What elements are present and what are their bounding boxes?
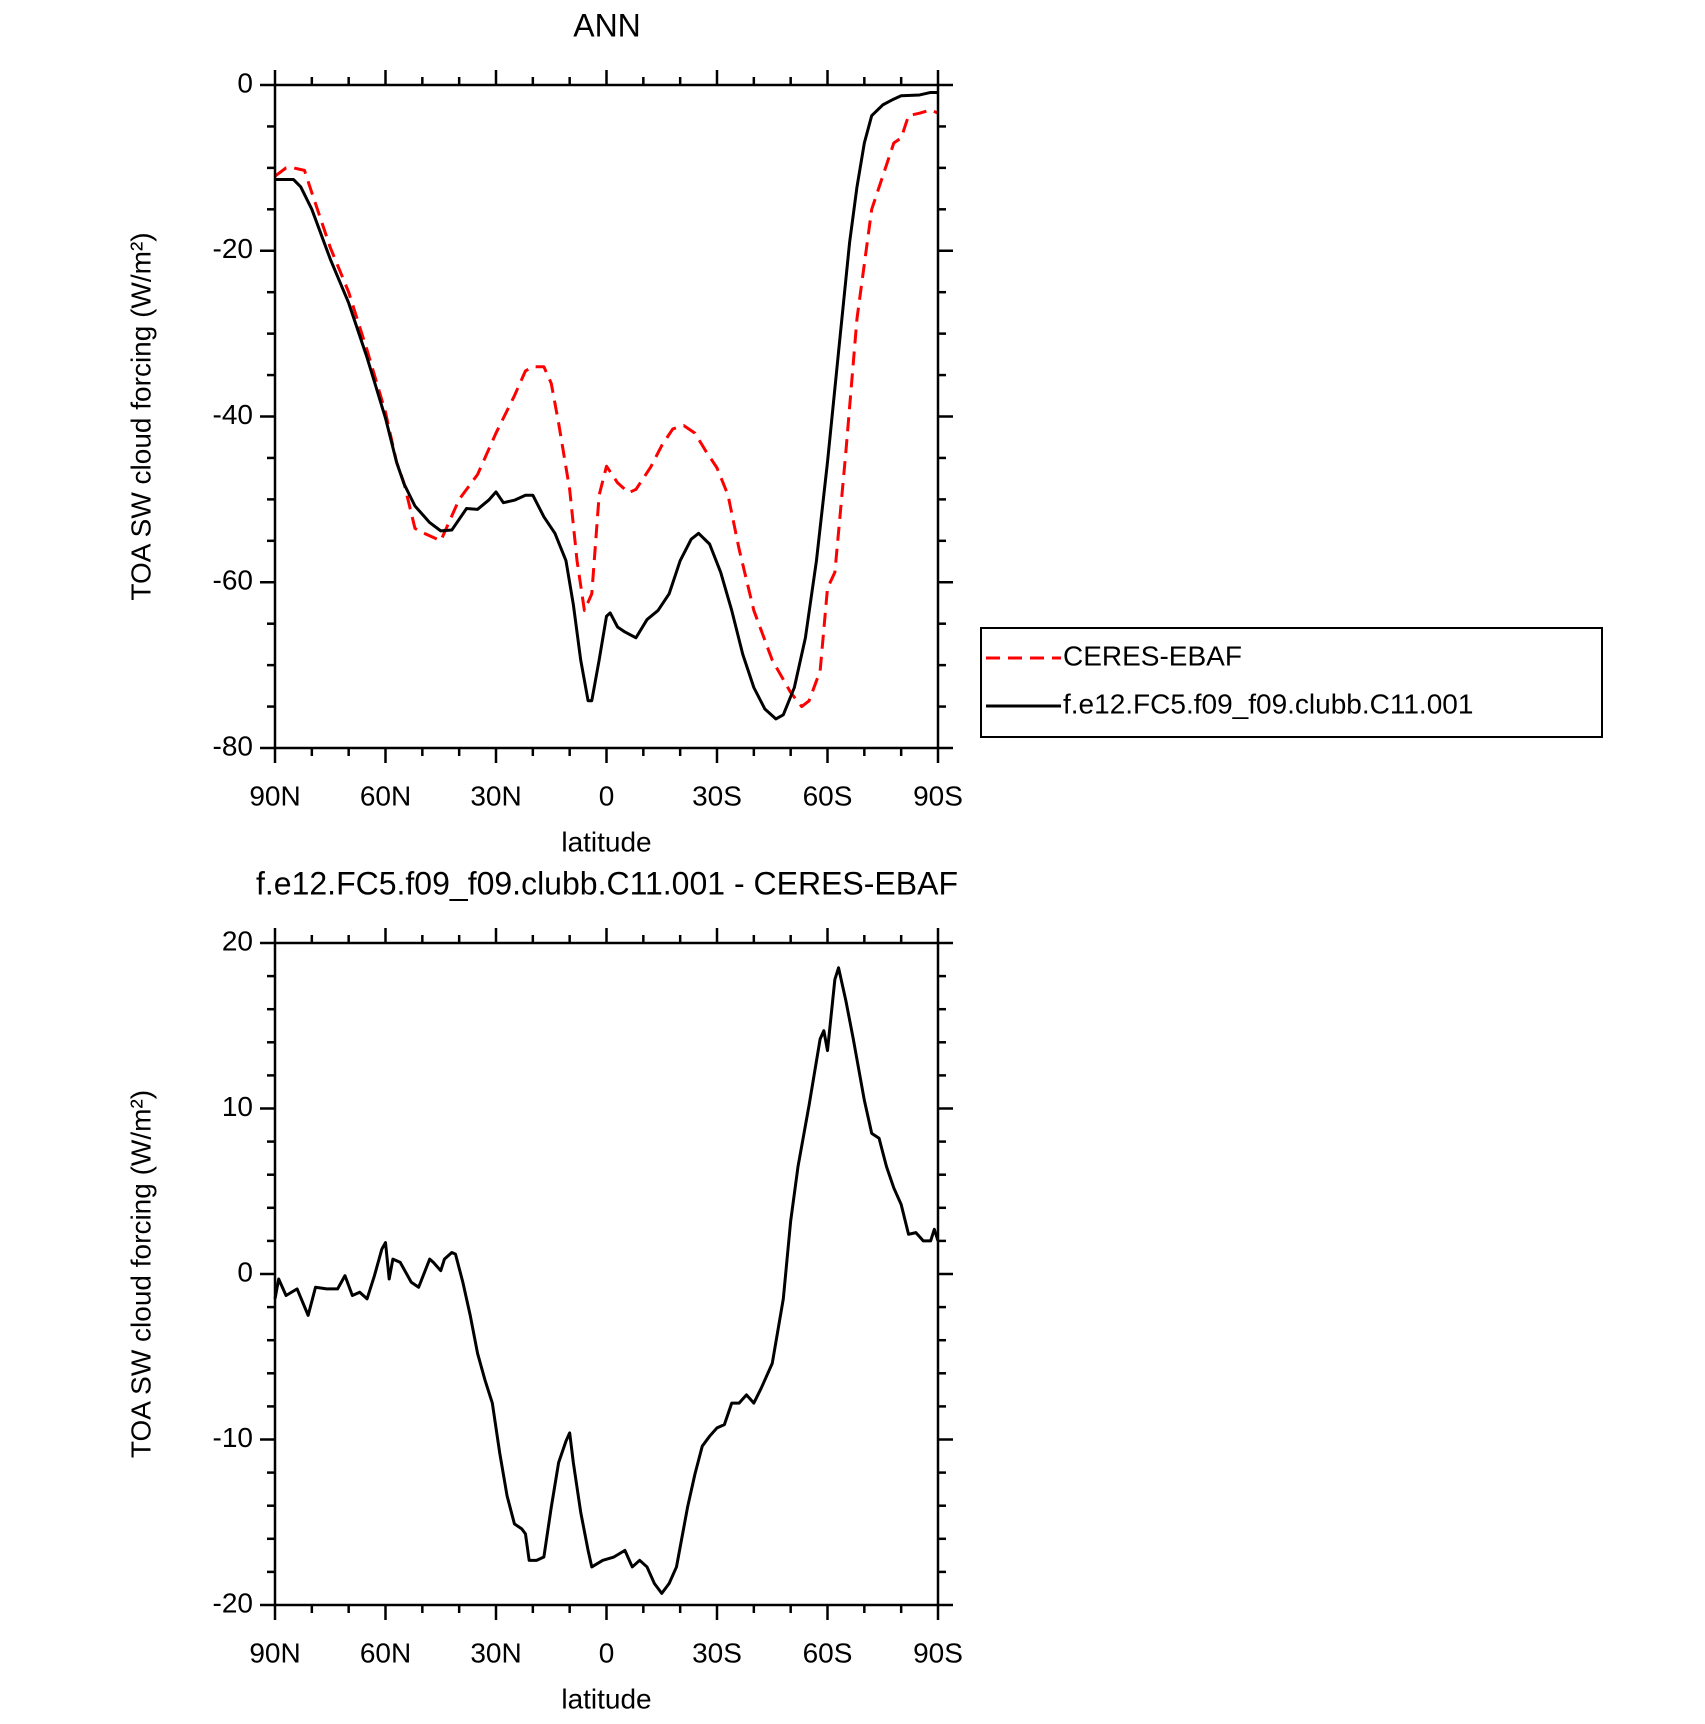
legend-label: f.e12.FC5.f09_f09.clubb.C11.001 xyxy=(1063,688,1473,719)
chart-title: ANN xyxy=(573,7,641,43)
y-axis-label: TOA SW cloud forcing (W/m²) xyxy=(125,1090,156,1458)
legend-label: CERES-EBAF xyxy=(1063,640,1242,671)
x-axis-label: latitude xyxy=(561,826,651,857)
data-line xyxy=(275,90,938,721)
y-tick-label: -40 xyxy=(213,399,253,430)
x-tick-label: 60N xyxy=(360,1637,411,1668)
x-tick-label: 0 xyxy=(599,1637,615,1668)
x-tick-label: 0 xyxy=(599,780,615,811)
x-tick-label: 90S xyxy=(913,1637,963,1668)
x-tick-label: 30S xyxy=(692,780,742,811)
x-tick-label: 60N xyxy=(360,780,411,811)
x-tick-label: 60S xyxy=(803,780,853,811)
x-tick-label: 90N xyxy=(249,1637,300,1668)
y-tick-label: -60 xyxy=(213,565,253,596)
y-tick-label: -80 xyxy=(213,730,253,761)
y-tick-label: -20 xyxy=(213,233,253,264)
y-tick-label: 0 xyxy=(237,1256,253,1287)
plot-frame xyxy=(273,941,940,1607)
x-tick-label: 30N xyxy=(470,780,521,811)
data-line xyxy=(273,966,940,1595)
plot-frame xyxy=(273,83,940,750)
chart-title: f.e12.FC5.f09_f09.clubb.C11.001 - CERES-… xyxy=(256,865,958,901)
x-tick-label: 60S xyxy=(803,1637,853,1668)
y-tick-label: -20 xyxy=(213,1587,253,1618)
legend-box xyxy=(980,627,1603,738)
y-tick-label: 10 xyxy=(222,1091,253,1122)
y-tick-label: 0 xyxy=(237,67,253,98)
y-tick-label: 20 xyxy=(222,925,253,956)
x-tick-label: 30S xyxy=(692,1637,742,1668)
x-tick-label: 90N xyxy=(249,780,300,811)
y-axis-label: TOA SW cloud forcing (W/m²) xyxy=(125,232,156,600)
x-tick-label: 30N xyxy=(470,1637,521,1668)
x-axis-label: latitude xyxy=(561,1683,651,1714)
y-tick-label: -10 xyxy=(213,1422,253,1453)
x-tick-label: 90S xyxy=(913,780,963,811)
